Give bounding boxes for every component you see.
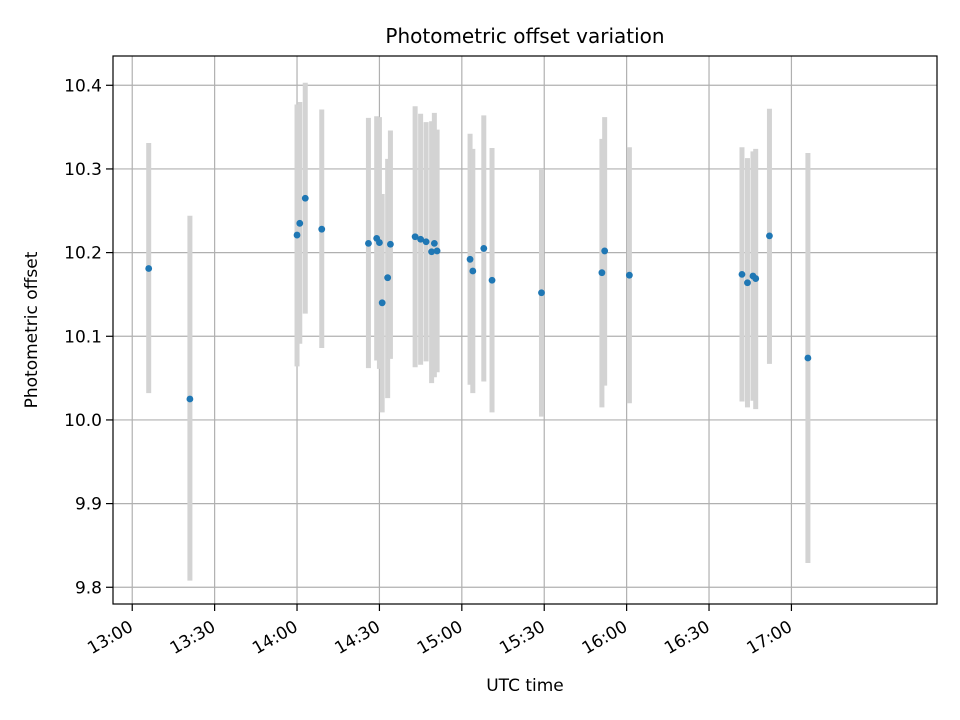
data-point <box>752 275 760 282</box>
data-point <box>186 395 194 403</box>
data-point <box>384 274 392 282</box>
data-point <box>738 270 746 278</box>
data-point <box>766 232 773 240</box>
data-point <box>433 247 441 255</box>
data-point <box>625 271 633 279</box>
y-tick-label: 10.4 <box>64 76 102 96</box>
data-point <box>411 233 419 241</box>
data-point <box>293 231 301 239</box>
data-point <box>538 289 545 297</box>
data-point <box>480 245 488 252</box>
data-point <box>301 194 309 202</box>
data-point <box>387 240 394 248</box>
data-point <box>430 240 438 247</box>
data-point <box>296 219 304 227</box>
data-point <box>804 354 812 362</box>
data-point <box>145 265 153 272</box>
data-point <box>318 225 326 233</box>
chart-title: Photometric offset variation <box>385 24 664 48</box>
data-point <box>744 279 751 287</box>
data-point <box>466 255 474 263</box>
data-point <box>488 276 496 284</box>
y-tick-label: 9.8 <box>75 578 102 598</box>
data-point <box>601 247 609 255</box>
data-point <box>422 238 430 246</box>
data-point <box>428 248 436 256</box>
data-point <box>469 267 477 275</box>
data-points <box>145 194 812 403</box>
data-point <box>376 239 383 246</box>
y-tick-label: 10.0 <box>64 411 102 431</box>
y-axis-label: Photometric offset <box>22 251 42 408</box>
y-tick-label: 10.3 <box>64 160 102 180</box>
grid <box>113 56 937 604</box>
y-tick-label: 9.9 <box>75 495 102 515</box>
data-point <box>417 235 425 243</box>
data-point <box>598 269 606 277</box>
x-axis-label: UTC time <box>486 676 564 696</box>
data-point <box>378 299 386 307</box>
y-tick-label: 10.1 <box>64 327 102 347</box>
data-point <box>365 240 372 247</box>
plot-area-frame <box>112 55 938 605</box>
y-tick-label: 10.2 <box>64 244 102 264</box>
y-axis-ticks: 9.8 9.9 10.0 10.1 10.2 10.3 10.4 <box>64 76 113 598</box>
